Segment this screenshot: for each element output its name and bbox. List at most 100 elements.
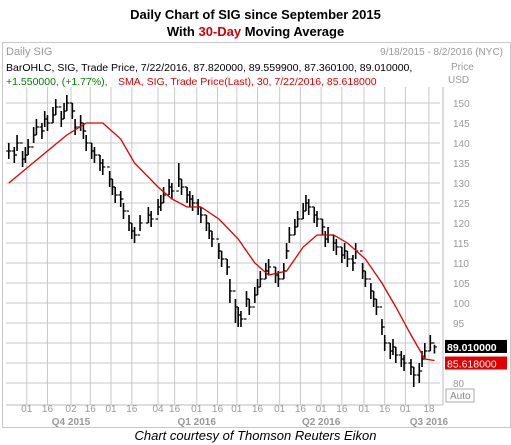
- ohlc-bar: [431, 342, 437, 354]
- x-tick-label: 01: [231, 404, 243, 415]
- auto-scale-button[interactable]: [445, 388, 475, 403]
- x-tick-label: 01: [316, 404, 328, 415]
- auto-scale-label: Auto: [450, 391, 471, 402]
- ohlc-bar: [44, 115, 50, 131]
- ohlc-bar: [275, 271, 281, 287]
- ohlc-bar: [379, 306, 385, 335]
- chart-header: Daily SIG 9/18/2015 - 8/2/2016 (NYC) Bar…: [6, 46, 503, 88]
- ohlc-bar: [14, 135, 20, 156]
- header-date-range: 9/18/2015 - 8/2/2016 (NYC): [380, 47, 503, 58]
- ohlc-bar: [401, 355, 407, 371]
- price-chart: Daily SIG 9/18/2015 - 8/2/2016 (NYC) Bar…: [6, 46, 507, 427]
- x-tick-label: 01: [21, 404, 33, 415]
- chart-title-line2-pre: With: [166, 24, 199, 39]
- ohlc-bar: [64, 95, 70, 112]
- x-tick-label: 01: [105, 404, 117, 415]
- ohlc-bar: [246, 298, 252, 315]
- ohlc-bar: [344, 250, 350, 267]
- legend-sma: SMA, SIG, Trade Price(Last), 30, 7/22/20…: [118, 76, 377, 88]
- grid-layer: [6, 87, 444, 406]
- x-tick-label: 16: [379, 404, 391, 415]
- ohlc-bar: [266, 259, 272, 275]
- ohlc-bar: [209, 230, 215, 247]
- y-tick-label: 115: [453, 239, 469, 250]
- sma-line: [8, 122, 435, 362]
- x-period-label: Q3 2016: [410, 417, 449, 427]
- ohlc-bar: [112, 186, 118, 203]
- chart-caption: Chart courtesy of Thomson Reuters Eikon: [134, 428, 377, 443]
- y-tick-label: 145: [453, 119, 470, 130]
- sma-value-label: 85.618000: [447, 359, 497, 371]
- ohlc-bar: [353, 243, 359, 264]
- y-tick-label: 110: [453, 259, 469, 270]
- ohlc-bar: [411, 366, 417, 387]
- ohlc-bar: [333, 239, 339, 255]
- y-tick-label: 95: [453, 319, 465, 330]
- ohlc-bar: [148, 211, 154, 227]
- ohlc-bar: [91, 147, 97, 163]
- ohlc-bar: [83, 130, 89, 151]
- last-price-tag: [445, 339, 507, 353]
- ohlc-bar: [314, 211, 320, 227]
- ohlc-bar: [368, 278, 374, 299]
- ohlc-bar: [126, 210, 132, 231]
- ohlc-bars: [6, 95, 437, 387]
- ohlc-bar: [306, 199, 312, 215]
- ohlc-bar: [169, 183, 175, 199]
- ohlc-bar: [190, 195, 196, 211]
- ohlc-bar: [179, 178, 185, 195]
- x-period-label: Q4 2015: [52, 417, 91, 427]
- x-tick-label: 01: [400, 404, 412, 415]
- ohlc-bar: [416, 363, 422, 383]
- chart-frame: Daily SIG 9/18/2015 - 8/2/2016 (NYC) Bar…: [2, 42, 511, 428]
- y-tick-label: 140: [453, 139, 470, 150]
- y-tick-label: 105: [453, 279, 470, 290]
- y-tick-label: 130: [453, 179, 470, 190]
- ohlc-bar: [219, 250, 225, 267]
- sma-layer: [8, 122, 435, 362]
- y-axis-label: Price: [451, 62, 474, 73]
- x-tick-label: 04: [152, 404, 164, 415]
- legend-change: +1.550000, (+1.77%),: [6, 76, 108, 88]
- x-tick-label: 18: [423, 404, 435, 415]
- x-tick-label: 16: [169, 404, 181, 415]
- ohlc-bar: [322, 226, 328, 247]
- y-tick-label: 80: [453, 379, 465, 390]
- ohlc-bar: [137, 215, 143, 236]
- ohlc-bar: [284, 243, 290, 272]
- chart-title-line2: With 30-Day Moving Average: [0, 23, 511, 40]
- ohlc-bar: [362, 270, 368, 287]
- ohlc-bar: [176, 163, 182, 192]
- x-tick-label: 02: [65, 404, 77, 415]
- sma-value-tag: [445, 356, 507, 370]
- x-tick-label: 16: [295, 404, 307, 415]
- chart-title-line1: Daily Chart of SIG since September 2015: [130, 7, 381, 22]
- ohlc-bar: [238, 311, 244, 327]
- ohlc-bar: [53, 99, 59, 116]
- ohlc-bar: [373, 298, 379, 315]
- x-period-label: Q2 2016: [302, 417, 341, 427]
- x-tick-label: 01: [191, 404, 203, 415]
- ohlc-bar: [72, 110, 78, 135]
- ohlc-bar: [252, 287, 258, 308]
- ohlc-bar: [243, 291, 249, 320]
- ohlc-bar: [42, 111, 48, 132]
- chart-title-line2-post: Moving Average: [241, 24, 345, 39]
- ohlc-bar: [382, 326, 388, 351]
- x-tick-label: 16: [252, 404, 264, 415]
- ohlc-bar: [198, 206, 204, 223]
- chart-title-highlight: 30-Day: [198, 24, 242, 39]
- x-tick-label: 01: [358, 404, 370, 415]
- legend-ohlc: BarOHLC, SIG, Trade Price, 7/22/2016, 87…: [6, 62, 412, 74]
- y-tick-label: 120: [453, 219, 470, 230]
- ohlc-bar: [286, 227, 292, 252]
- ohlc-bar: [58, 106, 64, 127]
- ohlc-bar: [393, 346, 399, 363]
- ohlc-bar: [227, 266, 233, 303]
- x-tick-label: 16: [126, 404, 138, 415]
- ohlc-bar: [100, 159, 106, 175]
- y-axis-unit: USD: [448, 75, 469, 86]
- x-tick-labels: 01 16 02 16 01 16 04 16 01 16 01 16 01 16 01 16 01 16 01 18…: [21, 404, 448, 427]
- ohlc-bar: [120, 198, 126, 219]
- ohlc-bar: [31, 127, 37, 148]
